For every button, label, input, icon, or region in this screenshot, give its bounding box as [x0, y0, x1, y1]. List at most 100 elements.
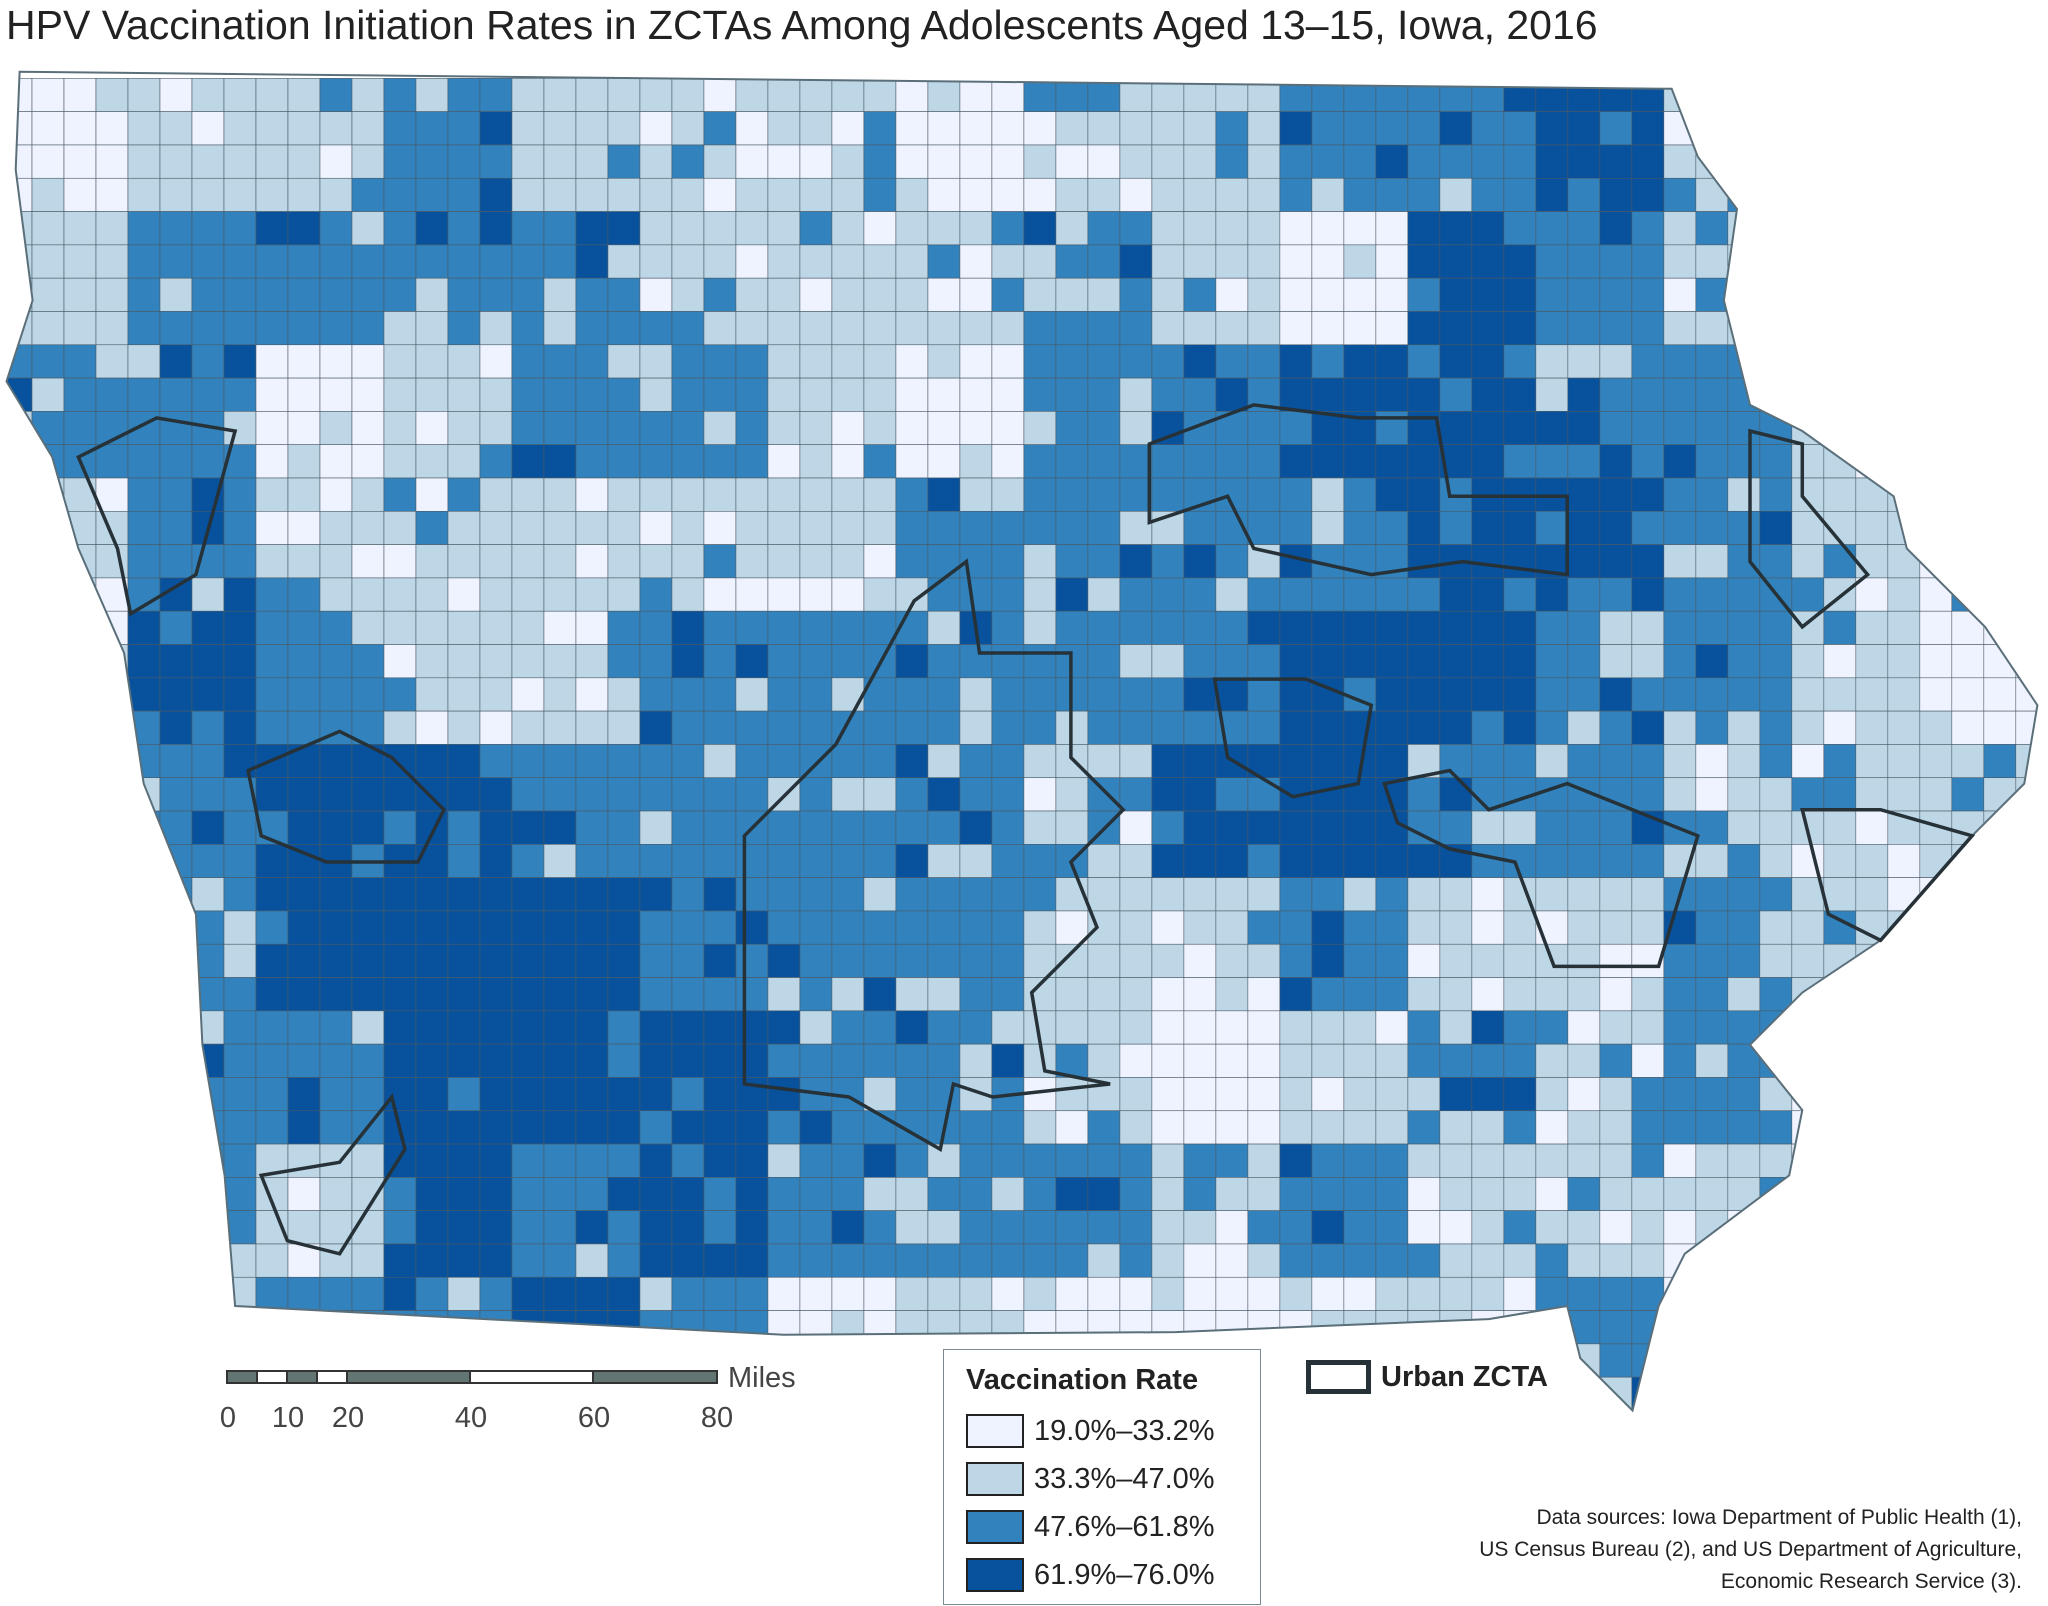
zcta-area	[1343, 977, 1377, 1012]
zcta-area	[895, 477, 929, 512]
zcta-area	[479, 610, 513, 645]
zcta-area	[1599, 677, 1633, 712]
zcta-area	[159, 943, 193, 978]
zcta-area	[1375, 1143, 1409, 1178]
zcta-area	[703, 510, 737, 545]
zcta-area	[1695, 710, 1729, 745]
zcta-area	[127, 744, 161, 779]
zcta-area	[255, 910, 289, 945]
zcta-area	[927, 910, 961, 945]
zcta-area	[415, 177, 449, 212]
zcta-area	[1215, 777, 1249, 812]
legend-swatch	[966, 1558, 1024, 1592]
zcta-area	[1279, 444, 1313, 479]
zcta-area	[1183, 111, 1217, 146]
zcta-area	[1407, 977, 1441, 1012]
zcta-area	[223, 1077, 257, 1112]
zcta-area	[1311, 1010, 1345, 1045]
zcta-area	[1823, 977, 1857, 1012]
zcta-area	[575, 177, 609, 212]
zcta-area	[959, 244, 993, 279]
zcta-area	[479, 111, 513, 146]
zcta-area	[351, 1043, 385, 1078]
zcta-area	[1567, 78, 1601, 112]
zcta-area	[383, 710, 417, 745]
zcta-area	[95, 477, 129, 512]
zcta-area	[1951, 1010, 1985, 1045]
zcta-area	[1439, 411, 1473, 445]
zcta-area	[1663, 943, 1697, 978]
zcta-area	[1599, 444, 1633, 479]
zcta-area	[1727, 1376, 1761, 1411]
zcta-area	[1023, 1143, 1057, 1178]
zcta-area	[767, 444, 801, 479]
zcta-area	[543, 710, 577, 745]
zcta-area	[1631, 311, 1665, 346]
zcta-area	[1855, 844, 1889, 878]
zcta-area	[1695, 1110, 1729, 1145]
zcta-area	[255, 777, 289, 812]
zcta-area	[1247, 1110, 1281, 1145]
zcta-area	[1247, 977, 1281, 1012]
zcta-area	[895, 1177, 929, 1211]
zcta-area	[351, 877, 385, 912]
zcta-area	[63, 810, 97, 845]
zcta-area	[287, 544, 321, 579]
zcta-area	[831, 1177, 865, 1211]
zcta-area	[511, 311, 545, 346]
zcta-area	[895, 1010, 929, 1045]
zcta-area	[1503, 644, 1537, 679]
zcta-area	[1375, 1243, 1409, 1278]
zcta-area	[543, 344, 577, 379]
zcta-area	[127, 111, 161, 146]
zcta-area	[1151, 777, 1185, 812]
zcta-area	[1727, 111, 1761, 146]
zcta-area	[415, 311, 449, 346]
zcta-area	[1087, 411, 1121, 445]
zcta-area	[863, 177, 897, 212]
zcta-area	[1375, 1110, 1409, 1145]
zcta-area	[543, 1310, 577, 1345]
zcta-area	[1727, 1010, 1761, 1045]
zcta-area	[1279, 577, 1313, 612]
zcta-area	[575, 1043, 609, 1078]
zcta-area	[799, 1310, 833, 1345]
zcta-area	[127, 1143, 161, 1178]
zcta-area	[415, 544, 449, 579]
zcta-area	[1407, 610, 1441, 645]
zcta-area	[767, 910, 801, 945]
zcta-area	[1439, 144, 1473, 179]
zcta-area	[1823, 177, 1857, 212]
zcta-area	[191, 277, 225, 312]
zcta-area	[895, 810, 929, 845]
zcta-area	[959, 78, 993, 112]
zcta-area	[1151, 1143, 1185, 1178]
zcta-area	[63, 910, 97, 945]
zcta-area	[1087, 710, 1121, 745]
zcta-area	[319, 1143, 353, 1178]
zcta-area	[1631, 244, 1665, 279]
zcta-area	[703, 844, 737, 878]
zcta-area	[1567, 477, 1601, 512]
zcta-area	[319, 1010, 353, 1045]
zcta-area	[1599, 1310, 1633, 1345]
zcta-area	[607, 344, 641, 379]
zcta-area	[1535, 1177, 1569, 1211]
zcta-area	[191, 144, 225, 179]
zcta-area	[607, 1210, 641, 1245]
zcta-area	[383, 777, 417, 812]
zcta-area	[1983, 1210, 2017, 1245]
zcta-area	[1247, 1210, 1281, 1245]
zcta-area	[1471, 810, 1505, 845]
zcta-area	[1983, 277, 2017, 312]
zcta-area	[159, 277, 193, 312]
zcta-area	[1055, 377, 1089, 412]
zcta-area	[31, 78, 65, 112]
zcta-area	[767, 1110, 801, 1145]
zcta-area	[319, 344, 353, 379]
zcta-area	[511, 244, 545, 279]
zcta-area	[383, 610, 417, 645]
zcta-area	[575, 1310, 609, 1345]
zcta-area	[927, 744, 961, 779]
zcta-area	[1983, 710, 2017, 745]
